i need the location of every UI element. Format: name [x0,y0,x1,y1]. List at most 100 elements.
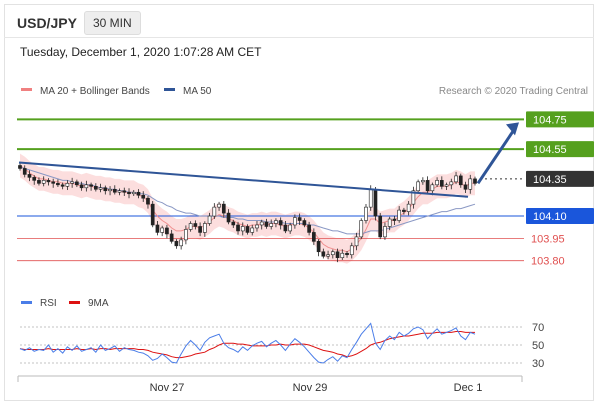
candle-body [18,165,22,169]
timeframe-badge[interactable]: 30 MIN [84,11,141,35]
candle-body [255,224,259,229]
candle-body [203,223,207,233]
candle-body [368,188,373,208]
candle-body [150,203,155,226]
candle-body [188,223,193,230]
candle-body [245,226,250,233]
level-label-104.55: 104.55 [533,144,567,156]
candle-body [46,180,51,183]
candle-body [444,184,449,187]
level-tag-104.75 [526,111,594,128]
candle-body [250,227,255,233]
candle-body [454,175,458,183]
x-tick-label: Nov 29 [293,382,328,394]
candle-body [122,190,127,193]
candle-body [32,177,37,181]
candle-body [65,183,70,187]
legend-label: MA 20 + Bollinger Bands [40,86,150,97]
candle-body [349,245,354,256]
candle-body [221,203,226,214]
candle-body [468,178,473,190]
candle-body [321,251,326,257]
candle-body [226,212,231,223]
candle-body [103,187,108,192]
candle-body [141,194,146,199]
forecast-arrow-head [506,122,519,136]
legend-swatch [21,88,32,91]
candle-body [307,224,311,233]
candle-body [359,220,364,238]
candle-body [274,220,278,224]
candle-body [184,229,188,241]
candle-body [402,209,406,212]
osc-legend-swatch [69,301,80,304]
candle-body [27,174,32,178]
candle-body [302,220,307,226]
candle-body [84,184,89,189]
legend-label: MA 50 [183,86,212,97]
candle-body [288,224,292,232]
osc-legend-label: 9MA [88,298,109,309]
candle-body [127,191,131,195]
candle-body [458,175,463,186]
candle-body [416,181,420,192]
candle-body [463,184,468,190]
trend-line [18,161,469,198]
credit-text: Research © 2020 Trading Central [439,86,588,97]
report-datetime: Tuesday, December 1, 2020 1:07:28 AM CET [20,45,262,59]
candle-body [278,220,283,226]
candle-body [41,180,46,184]
candle-body [354,236,359,247]
candle-body [383,226,387,238]
level-tag-104.35 [526,170,594,187]
candle-body [179,239,183,247]
level-label-104.10: 104.10 [533,211,567,223]
candle-body [165,227,169,235]
candle-body [160,227,165,233]
level-tag-104.55 [526,141,594,158]
candle-body [117,190,122,193]
candle-body [98,187,103,190]
osc-tick-label: 50 [532,340,544,352]
candle-body [425,180,430,192]
candle-body [79,184,84,189]
x-tick-label: Nov 27 [150,382,185,394]
level-label-104.75: 104.75 [533,114,567,126]
bollinger-band [20,153,475,264]
candle-body [297,217,302,221]
candle-body [51,181,56,184]
candle-body [231,221,236,226]
candle-body [174,241,179,247]
chart-frame [4,4,594,401]
candle-body [146,197,150,205]
candle-body [236,224,240,232]
candle-body [316,241,321,253]
candle-body [392,218,397,221]
candle-body [364,206,368,221]
candle-body [108,188,112,192]
candle-body [406,203,411,212]
candle-body [240,226,245,232]
candle-body [37,180,41,184]
candle-body [131,191,136,195]
candle-body [411,190,416,205]
candle-body [345,252,349,256]
candle-body [112,188,117,193]
candle-body [22,168,27,175]
osc-tick-label: 30 [532,358,544,370]
ma9-line [19,331,475,359]
candle-body [430,184,435,192]
level-label-104.35: 104.35 [533,174,567,186]
candle-body [473,178,477,184]
candle-body [70,181,74,184]
candle-body [89,184,93,187]
candle-body [439,180,444,187]
candle-body [207,215,212,224]
osc-legend-label: RSI [40,298,57,309]
candle-body [264,221,269,227]
header-divider [4,37,594,38]
candle-body [217,203,221,208]
candles [18,163,477,263]
candle-body [155,224,160,233]
candle-body [169,233,174,242]
